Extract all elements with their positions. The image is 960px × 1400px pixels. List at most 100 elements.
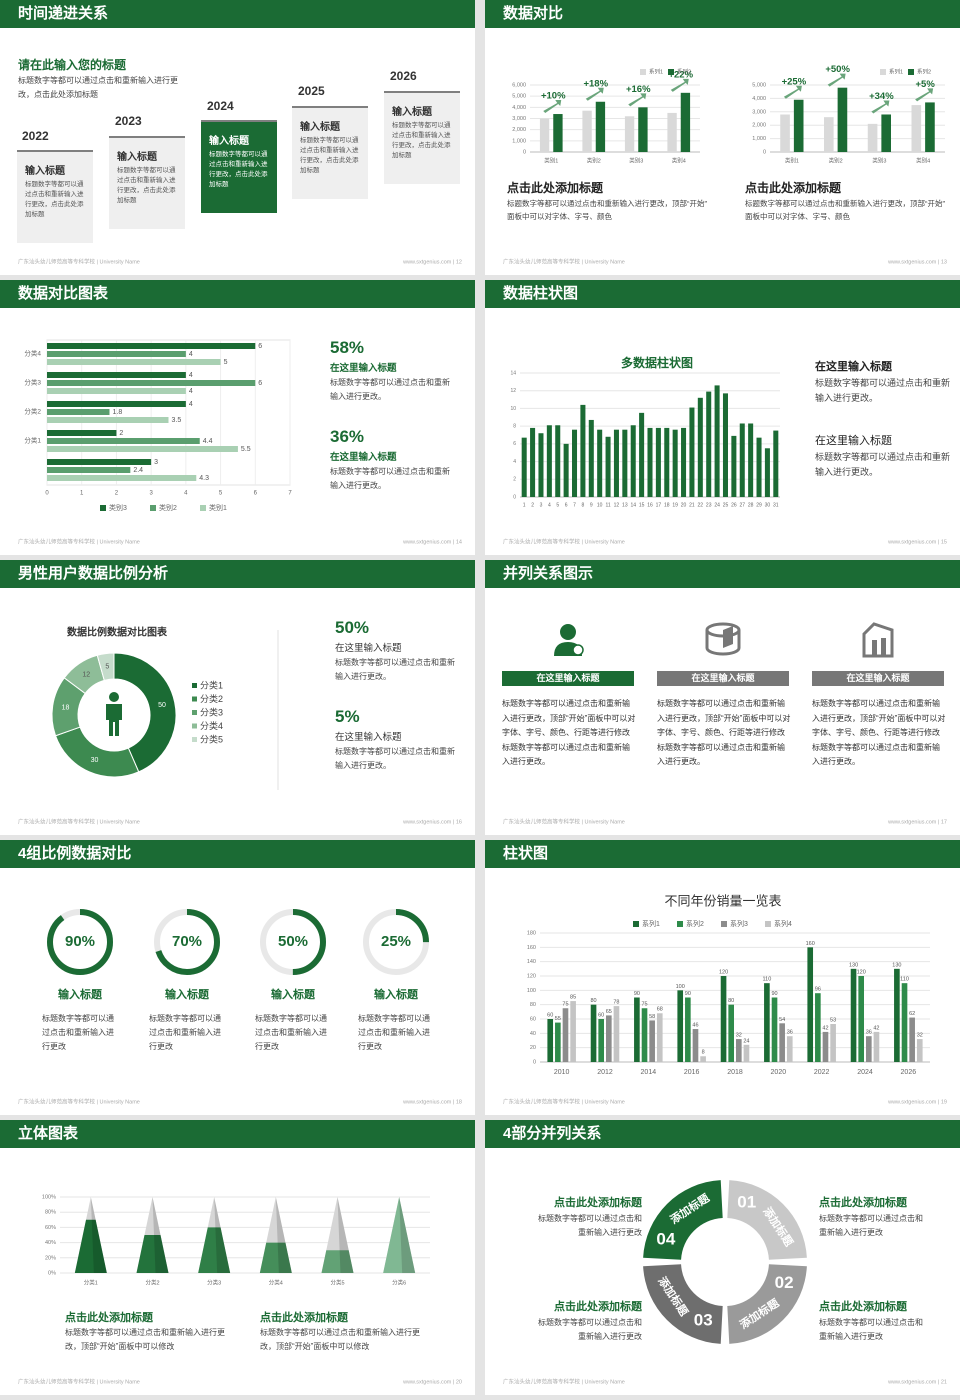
y-tick-label: 14	[510, 370, 516, 376]
bar	[47, 401, 186, 407]
block-text: 标题数字等都可以通过点击和重新输入进行更改	[255, 1014, 327, 1051]
slide: 柱状图 广东汕头幼儿师范高等专科学校 | University Name www.s…	[485, 840, 960, 1115]
data-label: 68	[657, 1007, 663, 1013]
bar	[47, 475, 197, 481]
label-button	[502, 671, 634, 686]
data-label: 24	[743, 1038, 749, 1044]
bar	[764, 448, 770, 497]
block-text: 标题数字等都可以通过点击和重新输入进行更改。	[815, 452, 951, 477]
block-heading: 点击此处添加标题	[507, 181, 604, 195]
data-label: 54	[779, 1017, 785, 1023]
bar	[538, 433, 544, 497]
slice-label: 18	[62, 705, 70, 712]
box-title: 输入标题	[300, 122, 340, 133]
annotation-arrow	[915, 88, 934, 102]
x-tick-label: 29	[756, 502, 762, 508]
y-tick-label: 6	[513, 441, 516, 447]
data-label: 8	[702, 1050, 705, 1056]
icon-head	[109, 692, 119, 702]
slide: 数据对比 广东汕头幼儿师范高等专科学校 | University Name www.…	[485, 0, 960, 275]
footer-left: 广东汕头幼儿师范高等专科学校 | University Name	[503, 1097, 625, 1105]
data-label: 58	[649, 1014, 655, 1020]
bar	[547, 1019, 554, 1062]
data-label: 120	[719, 969, 728, 975]
data-label: 3	[154, 459, 158, 466]
y-tick-label: 3,000	[512, 116, 526, 122]
y-tick-label: 180	[527, 930, 536, 936]
block-heading: 在这里输入标题	[815, 435, 892, 447]
block-text: 标题数字等都可以通过点击和重新输入进行更改	[42, 1014, 114, 1051]
button-label: 在这里输入标题	[536, 672, 600, 683]
data-label: 110	[762, 977, 771, 983]
x-tick-label: 2014	[641, 1069, 657, 1076]
data-label: 85	[570, 995, 576, 1001]
header-bar	[0, 560, 475, 588]
x-tick-label: 分类6	[392, 1278, 406, 1286]
bar	[638, 107, 648, 152]
legend-swatch	[633, 921, 639, 927]
box-text: 标题数字等都可以通过点击和重新输入进行更改，点击此处添加标题	[117, 167, 176, 204]
annotation-arrow	[543, 100, 562, 114]
bar	[748, 423, 754, 497]
slide-title: 男性用户数据比例分析	[18, 564, 168, 582]
pyramid-shade	[275, 1197, 292, 1273]
legend-swatch	[150, 505, 156, 511]
bar	[714, 385, 720, 497]
bar	[647, 427, 653, 497]
x-tick-label: 类别3	[872, 156, 886, 164]
bar	[47, 438, 200, 444]
bar	[672, 429, 678, 497]
block-heading: 点击此处添加标题	[819, 1197, 907, 1209]
bar	[622, 429, 628, 497]
annotation: +34%	[869, 91, 894, 102]
x-tick-label: 类别3	[629, 156, 643, 164]
header-bar	[485, 280, 960, 308]
ring-arc	[363, 909, 429, 975]
y-tick-label: 1,000	[752, 136, 766, 142]
data-label: 62	[909, 1011, 915, 1017]
x-tick-label: 21	[689, 502, 695, 508]
label-button	[812, 671, 944, 686]
y-tick-label: 60	[530, 1016, 536, 1022]
y-tick-label: 分类1	[24, 436, 41, 445]
bar	[739, 423, 745, 497]
y-tick-label: 5,000	[752, 82, 766, 88]
data-label: 4	[189, 388, 193, 395]
bar	[605, 436, 611, 497]
icon	[572, 644, 584, 656]
footer-right: www.sxtgenius.com | 14	[402, 539, 462, 545]
y-tick-label: 4	[513, 459, 516, 465]
x-tick-label: 24	[714, 502, 720, 508]
pyramid-fill	[74, 1219, 107, 1273]
x-tick-label: 30	[765, 502, 771, 508]
x-tick-label: 分类4	[269, 1278, 283, 1286]
bar	[47, 359, 221, 365]
bar	[909, 1017, 915, 1062]
slice-label: 30	[91, 757, 99, 764]
slide: 男性用户数据比例分析 广东汕头幼儿师范高等专科学校 | University Na…	[0, 560, 475, 835]
segment-number: 04	[656, 1230, 675, 1249]
data-label: 42	[822, 1025, 828, 1031]
bar	[815, 993, 821, 1062]
ring-label: 90%	[65, 933, 95, 950]
chart-title: 不同年份销量一览表	[664, 893, 781, 908]
segment-number: 01	[737, 1192, 756, 1211]
x-tick-label: 8	[582, 502, 585, 508]
intro-text: 标题数字等都可以通过点击和重新输入进行更改，点击此处添加标题	[18, 76, 178, 99]
footer-right: www.sxtgenius.com | 21	[887, 1379, 947, 1385]
legend-swatch	[721, 921, 727, 927]
slide: 时间递进关系 广东汕头幼儿师范高等专科学校 | University Name ww…	[0, 0, 475, 275]
x-tick-label: 12	[614, 502, 620, 508]
pyramid-fill	[136, 1235, 169, 1273]
y-tick-label: 2,000	[752, 123, 766, 129]
data-label: 4.3	[199, 475, 209, 482]
bar	[588, 419, 594, 497]
x-tick-label: 2	[115, 491, 119, 497]
slide-title: 4组比例数据对比	[18, 844, 131, 862]
data-label: 36	[866, 1030, 872, 1036]
footer-right: www.sxtgenius.com | 17	[887, 819, 947, 825]
x-tick-label: 16	[647, 502, 653, 508]
x-tick-label: 5	[556, 502, 559, 508]
pie-slice	[113, 652, 177, 773]
